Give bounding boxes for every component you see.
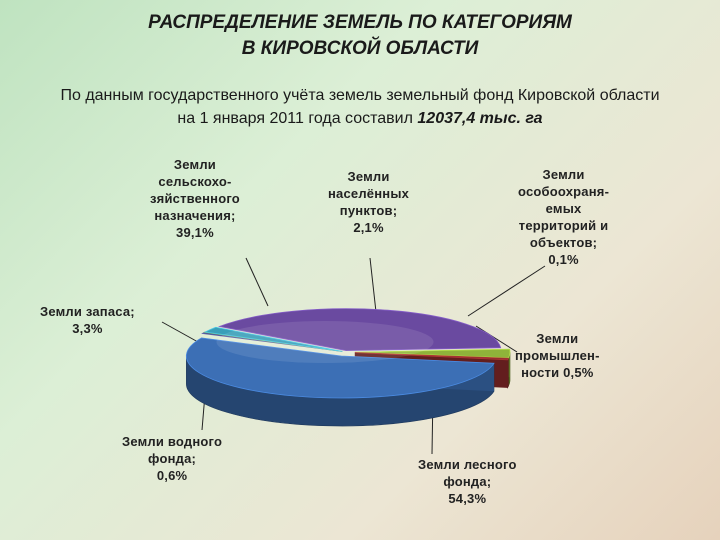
slice-settlements bbox=[203, 326, 343, 352]
slice-label-water: Земли водного фонда; 0,6% bbox=[122, 433, 222, 484]
slice-forest bbox=[185, 337, 495, 399]
subtitle-line-1: По данным государственного учёта земель … bbox=[60, 87, 660, 104]
slice-label-line: промышлен- bbox=[515, 348, 600, 363]
slice-label-line: Земли bbox=[542, 167, 585, 182]
leader-line-reserve bbox=[161, 321, 199, 343]
slice-label-line: Земли лесного bbox=[418, 457, 517, 472]
subtitle-line-2: на 1 января 2011 года составил 12037,4 т… bbox=[0, 107, 720, 130]
slice-water bbox=[354, 352, 510, 361]
leader-line-protected bbox=[467, 265, 546, 317]
slice-label-agriculture: Земли сельскохо-зяйственного назначения; 39… bbox=[150, 156, 240, 241]
slice-label-line: Земли bbox=[536, 331, 579, 346]
slice-label-line: 54,3% bbox=[448, 491, 487, 506]
slice-label-line: особоохраня- bbox=[518, 184, 610, 199]
slice-label-line: 0,1% bbox=[548, 252, 579, 267]
slice-reserve bbox=[354, 348, 511, 359]
slice-label-settlements: Земли населённых пунктов; 2,1% bbox=[328, 168, 409, 236]
slice-label-line: фонда; bbox=[443, 474, 492, 489]
slice-label-line: Земли bbox=[173, 157, 216, 172]
slice-label-industry: Земли промышлен-ности 0,5% bbox=[515, 330, 600, 381]
slice-label-line: территорий и bbox=[518, 218, 609, 233]
slice-label-line: населённых bbox=[328, 186, 410, 201]
leader-line-settlements bbox=[369, 257, 377, 313]
slice-label-line: зяйственного bbox=[150, 191, 240, 206]
pie-highlight bbox=[216, 321, 434, 363]
slice-label-line: фонда; bbox=[148, 451, 197, 466]
leader-line-industry bbox=[475, 325, 518, 353]
page-title: РАСПРЕДЕЛЕНИЕ ЗЕМЕЛЬ ПО КАТЕГОРИЯМ В КИР… bbox=[0, 10, 720, 62]
slice-label-line: пунктов; bbox=[339, 203, 398, 218]
slice-label-line: емых bbox=[545, 201, 582, 216]
pie-slices bbox=[185, 308, 511, 427]
slice-label-line: 3,3% bbox=[72, 321, 103, 336]
subtitle-date-text: на 1 января 2011 года составил bbox=[177, 110, 418, 127]
title-line-1: РАСПРЕДЕЛЕНИЕ ЗЕМЕЛЬ ПО КАТЕГОРИЯМ bbox=[148, 12, 572, 33]
subtitle-total: 12037,4 тыс. га bbox=[417, 110, 543, 127]
slice-label-line: 0,6% bbox=[156, 468, 188, 483]
slice-label-reserve: Земли запаса; 3,3% bbox=[40, 303, 135, 337]
slice-label-line: сельскохо- bbox=[158, 174, 232, 189]
slice-label-line: Земли запаса; bbox=[40, 304, 135, 319]
slice-label-line: 2,1% bbox=[353, 220, 384, 235]
slice-label-line: Земли bbox=[347, 169, 390, 184]
slice-label-protected: Земли особоохраня-емых территорий и объекто… bbox=[518, 166, 609, 268]
slice-label-line: объектов; bbox=[529, 235, 598, 250]
leader-lines bbox=[161, 257, 546, 455]
title-line-2: В КИРОВСКОЙ ОБЛАСТИ bbox=[241, 38, 479, 59]
slice-label-line: ности 0,5% bbox=[521, 365, 594, 380]
slice-label-line: 39,1% bbox=[176, 225, 214, 240]
leader-line-agriculture bbox=[245, 257, 269, 307]
subtitle: По данным государственного учёта земель … bbox=[0, 84, 720, 130]
slice-agriculture bbox=[217, 308, 502, 352]
slice-label-forest: Земли лесного фонда; 54,3% bbox=[418, 456, 517, 507]
slice-label-line: назначения; bbox=[154, 208, 236, 223]
slice-label-line: Земли водного bbox=[122, 434, 223, 449]
